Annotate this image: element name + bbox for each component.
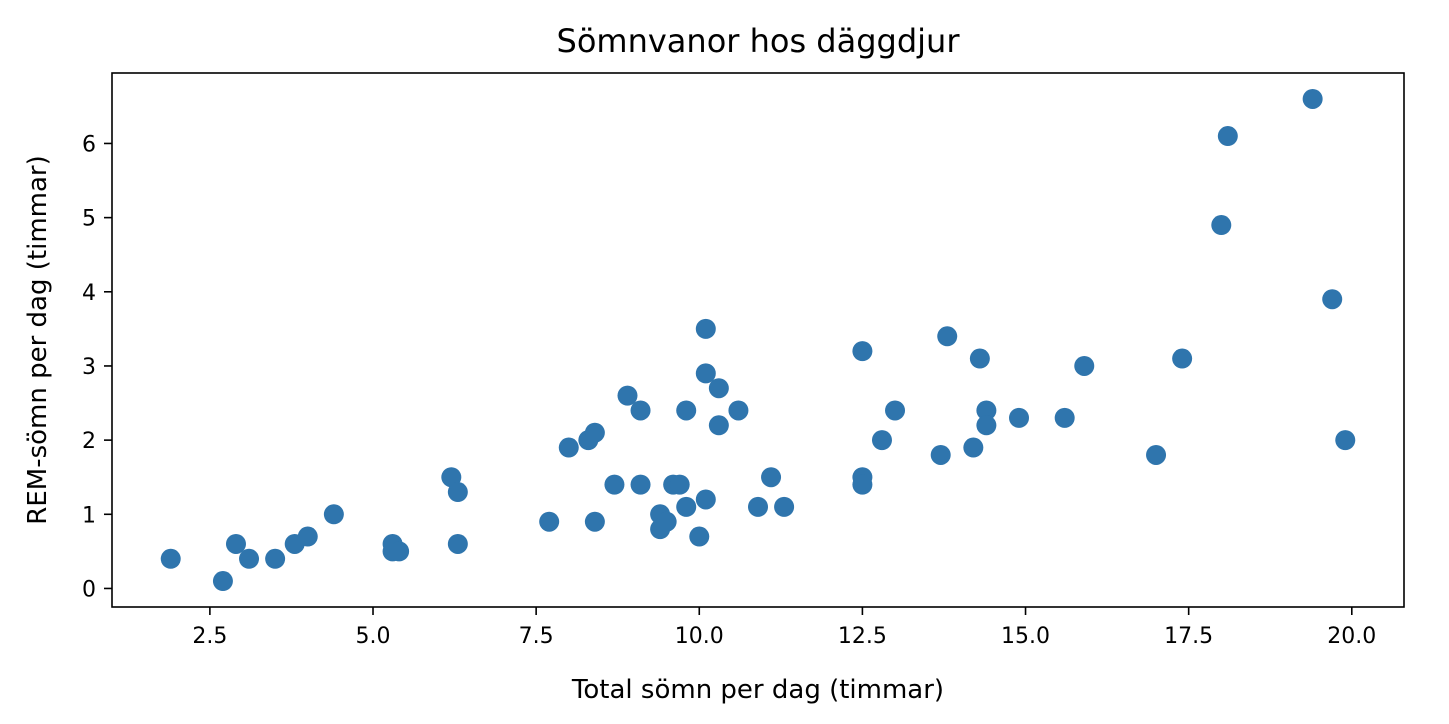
- data-point: [1009, 407, 1030, 428]
- x-axis-label: Total sömn per dag (timmar): [571, 675, 944, 705]
- data-point: [1302, 88, 1323, 109]
- data-point: [669, 474, 690, 495]
- data-point: [323, 504, 344, 525]
- data-point: [708, 415, 729, 436]
- x-axis-ticks: 2.5 5.0 7.5 10.0 12.5 15.0 17.5 20.0: [192, 607, 1376, 649]
- y-axis-label: REM-sömn per dag (timmar): [23, 155, 53, 524]
- x-tick-label: 20.0: [1327, 624, 1376, 649]
- data-point: [558, 437, 579, 458]
- data-point: [708, 378, 729, 399]
- y-tick-label: 3: [82, 355, 96, 380]
- data-point: [225, 533, 246, 554]
- data-point: [748, 496, 768, 517]
- data-point: [630, 400, 651, 421]
- data-point: [976, 415, 997, 436]
- data-point: [963, 437, 984, 458]
- data-point: [617, 385, 638, 406]
- data-point: [265, 548, 286, 569]
- data-point: [656, 511, 677, 532]
- data-point: [447, 533, 468, 554]
- data-point: [1146, 444, 1167, 465]
- data-point: [774, 496, 795, 517]
- data-point: [761, 467, 782, 488]
- data-point: [871, 430, 892, 451]
- x-tick-label: 17.5: [1164, 624, 1213, 649]
- data-point: [604, 474, 625, 495]
- data-point: [297, 526, 318, 547]
- data-point: [1054, 407, 1075, 428]
- data-point: [539, 511, 560, 532]
- plot-frame: [111, 72, 1405, 608]
- y-tick-label: 4: [82, 281, 96, 306]
- data-point: [1322, 289, 1343, 310]
- x-tick-label: 5.0: [356, 624, 391, 649]
- data-points: [160, 88, 1356, 592]
- data-point: [1217, 126, 1238, 147]
- data-point: [676, 496, 697, 517]
- data-point: [389, 541, 410, 562]
- data-point: [630, 474, 651, 495]
- data-point: [1335, 430, 1356, 451]
- data-point: [937, 326, 958, 347]
- data-point: [976, 400, 997, 421]
- y-tick-label: 0: [82, 577, 96, 602]
- y-tick-label: 5: [82, 207, 96, 232]
- data-point: [447, 482, 468, 503]
- data-point: [695, 318, 716, 339]
- data-point: [852, 474, 873, 495]
- data-point: [728, 400, 749, 421]
- y-tick-label: 6: [82, 132, 96, 157]
- data-point: [695, 489, 716, 510]
- data-point: [1172, 348, 1193, 369]
- chart-title: Sömnvanor hos däggdjur: [557, 22, 961, 60]
- x-tick-label: 2.5: [192, 624, 227, 649]
- y-tick-label: 2: [82, 429, 96, 454]
- data-point: [584, 422, 605, 443]
- data-point: [160, 548, 181, 569]
- data-point: [689, 526, 710, 547]
- data-point: [930, 444, 951, 465]
- data-point: [1211, 215, 1232, 236]
- data-point: [852, 341, 873, 362]
- data-point: [239, 548, 260, 569]
- x-tick-label: 7.5: [519, 624, 554, 649]
- y-tick-label: 1: [82, 503, 96, 528]
- data-point: [212, 571, 233, 592]
- y-axis-ticks: 0 1 2 3 4 5 6: [82, 132, 112, 602]
- data-point: [885, 400, 906, 421]
- data-point: [695, 363, 716, 384]
- x-tick-label: 10.0: [675, 624, 724, 649]
- data-point: [584, 511, 605, 532]
- data-point: [1074, 355, 1095, 376]
- data-point: [969, 348, 990, 369]
- data-point: [676, 400, 697, 421]
- x-tick-label: 12.5: [838, 624, 887, 649]
- x-tick-label: 15.0: [1001, 624, 1050, 649]
